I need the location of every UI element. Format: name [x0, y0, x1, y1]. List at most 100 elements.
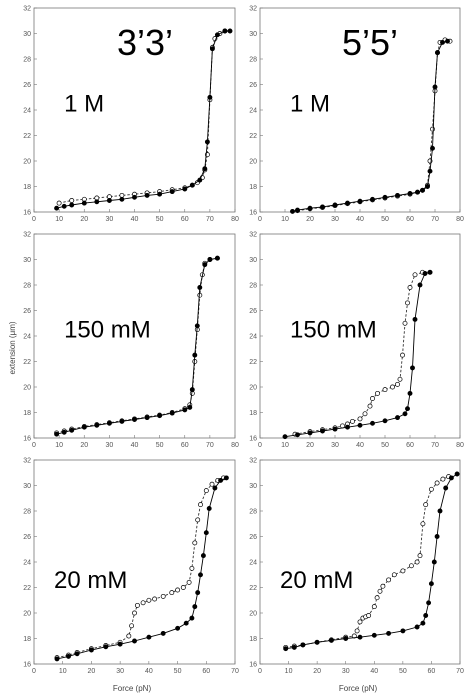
data-point-filled [291, 644, 297, 650]
data-point-open [428, 486, 434, 492]
data-point-filled [202, 166, 208, 172]
x-tick-label: 10 [285, 668, 293, 675]
data-point-open [69, 198, 75, 203]
x-tick-label: 10 [281, 442, 289, 449]
data-point-open [390, 384, 395, 390]
x-tick-label: 70 [231, 668, 239, 675]
x-tick-label: 70 [456, 668, 464, 675]
data-point-filled [440, 39, 445, 45]
x-tick-label: 30 [331, 216, 339, 223]
x-tick-label: 40 [356, 442, 364, 449]
data-point-filled [214, 32, 220, 38]
y-tick-label: 28 [23, 509, 31, 516]
plot-frame [259, 459, 461, 665]
data-point-filled [144, 192, 150, 198]
y-tick-label: 24 [23, 560, 31, 567]
data-point-open [198, 502, 203, 508]
data-point-open [367, 403, 373, 409]
data-point-filled [144, 415, 150, 421]
x-tick-label: 20 [80, 216, 88, 223]
data-point-filled [295, 432, 300, 438]
data-point-filled [192, 604, 198, 610]
data-point-filled [420, 620, 426, 626]
data-point-filled [454, 471, 460, 477]
data-point-filled [371, 632, 377, 638]
data-point-open [382, 387, 388, 393]
data-point-filled [223, 475, 229, 481]
y-tick-label: 24 [249, 108, 257, 115]
x-tick-label: 80 [456, 442, 464, 449]
x-tick-label: 10 [55, 442, 63, 449]
data-point-filled [386, 630, 392, 636]
data-point-filled [345, 200, 350, 206]
data-point-open [408, 563, 414, 569]
x-axis-label-left: Force (pN) [113, 684, 152, 693]
y-tick-label: 30 [249, 31, 257, 38]
data-point-open [423, 502, 429, 508]
data-point-filled [428, 581, 434, 587]
data-point-filled [307, 205, 313, 211]
y-axis-label: extension (μm) [8, 321, 17, 374]
data-point-filled [423, 613, 429, 618]
data-point-filled [88, 647, 94, 653]
data-point-open [400, 568, 406, 574]
panel-0-1: 16 18 20 22 24 26 28 30 32 0 10 20 30 40 50 60 70 80 1 M [249, 6, 464, 224]
x-tick-label: 0 [258, 668, 262, 675]
y-tick-label: 16 [23, 436, 31, 443]
data-point-open [180, 585, 186, 590]
data-point-filled [407, 191, 413, 196]
data-point-filled [207, 94, 213, 100]
y-tick-label: 24 [249, 334, 257, 341]
data-point-open [186, 579, 192, 585]
y-tick-label: 20 [23, 159, 31, 166]
data-point-filled [434, 534, 440, 539]
x-tick-label: 80 [231, 216, 239, 223]
data-point-open [357, 619, 363, 625]
data-point-open [386, 577, 392, 583]
data-point-filled [295, 207, 300, 213]
x-tick-label: 80 [231, 442, 239, 449]
data-point-filled [54, 205, 60, 211]
x-tick-label: 40 [145, 668, 153, 675]
x-tick-label: 40 [131, 442, 139, 449]
data-point-open [56, 200, 62, 206]
data-point-open [134, 602, 140, 608]
data-point-filled [81, 424, 87, 430]
data-point-filled [200, 553, 206, 559]
data-point-open [140, 600, 146, 606]
data-point-open [430, 126, 435, 132]
data-point-open [370, 396, 375, 401]
y-tick-label: 18 [23, 636, 31, 643]
data-point-open [420, 521, 426, 527]
data-point-filled [370, 196, 375, 202]
y-tick-label: 30 [23, 257, 31, 264]
data-point-filled [370, 420, 375, 426]
x-tick-label: 60 [406, 216, 414, 223]
y-tick-label: 20 [249, 159, 257, 166]
condition-label: 20 mM [280, 567, 353, 594]
data-point-filled [203, 530, 209, 536]
y-tick-label: 22 [249, 585, 257, 592]
data-point-filled [94, 422, 100, 428]
data-point-filled [132, 417, 137, 422]
data-point-filled [197, 285, 203, 290]
data-point-filled [431, 559, 437, 565]
x-tick-label: 60 [202, 668, 210, 675]
data-point-open [374, 595, 380, 601]
y-tick-label: 28 [249, 283, 257, 290]
data-point-filled [314, 639, 320, 645]
data-point-filled [103, 644, 109, 650]
x-tick-label: 50 [174, 668, 182, 675]
data-point-open [209, 481, 215, 487]
y-tick-label: 28 [23, 283, 31, 290]
data-point-filled [194, 323, 200, 329]
data-point-filled [74, 651, 80, 657]
y-tick-label: 18 [23, 184, 31, 191]
y-tick-label: 20 [23, 611, 31, 618]
y-tick-label: 22 [249, 359, 257, 366]
data-point-filled [197, 177, 203, 183]
data-point-filled [395, 415, 400, 421]
condition-label: 150 mM [290, 317, 377, 344]
x-tick-label: 70 [206, 216, 214, 223]
x-tick-label: 10 [55, 216, 63, 223]
